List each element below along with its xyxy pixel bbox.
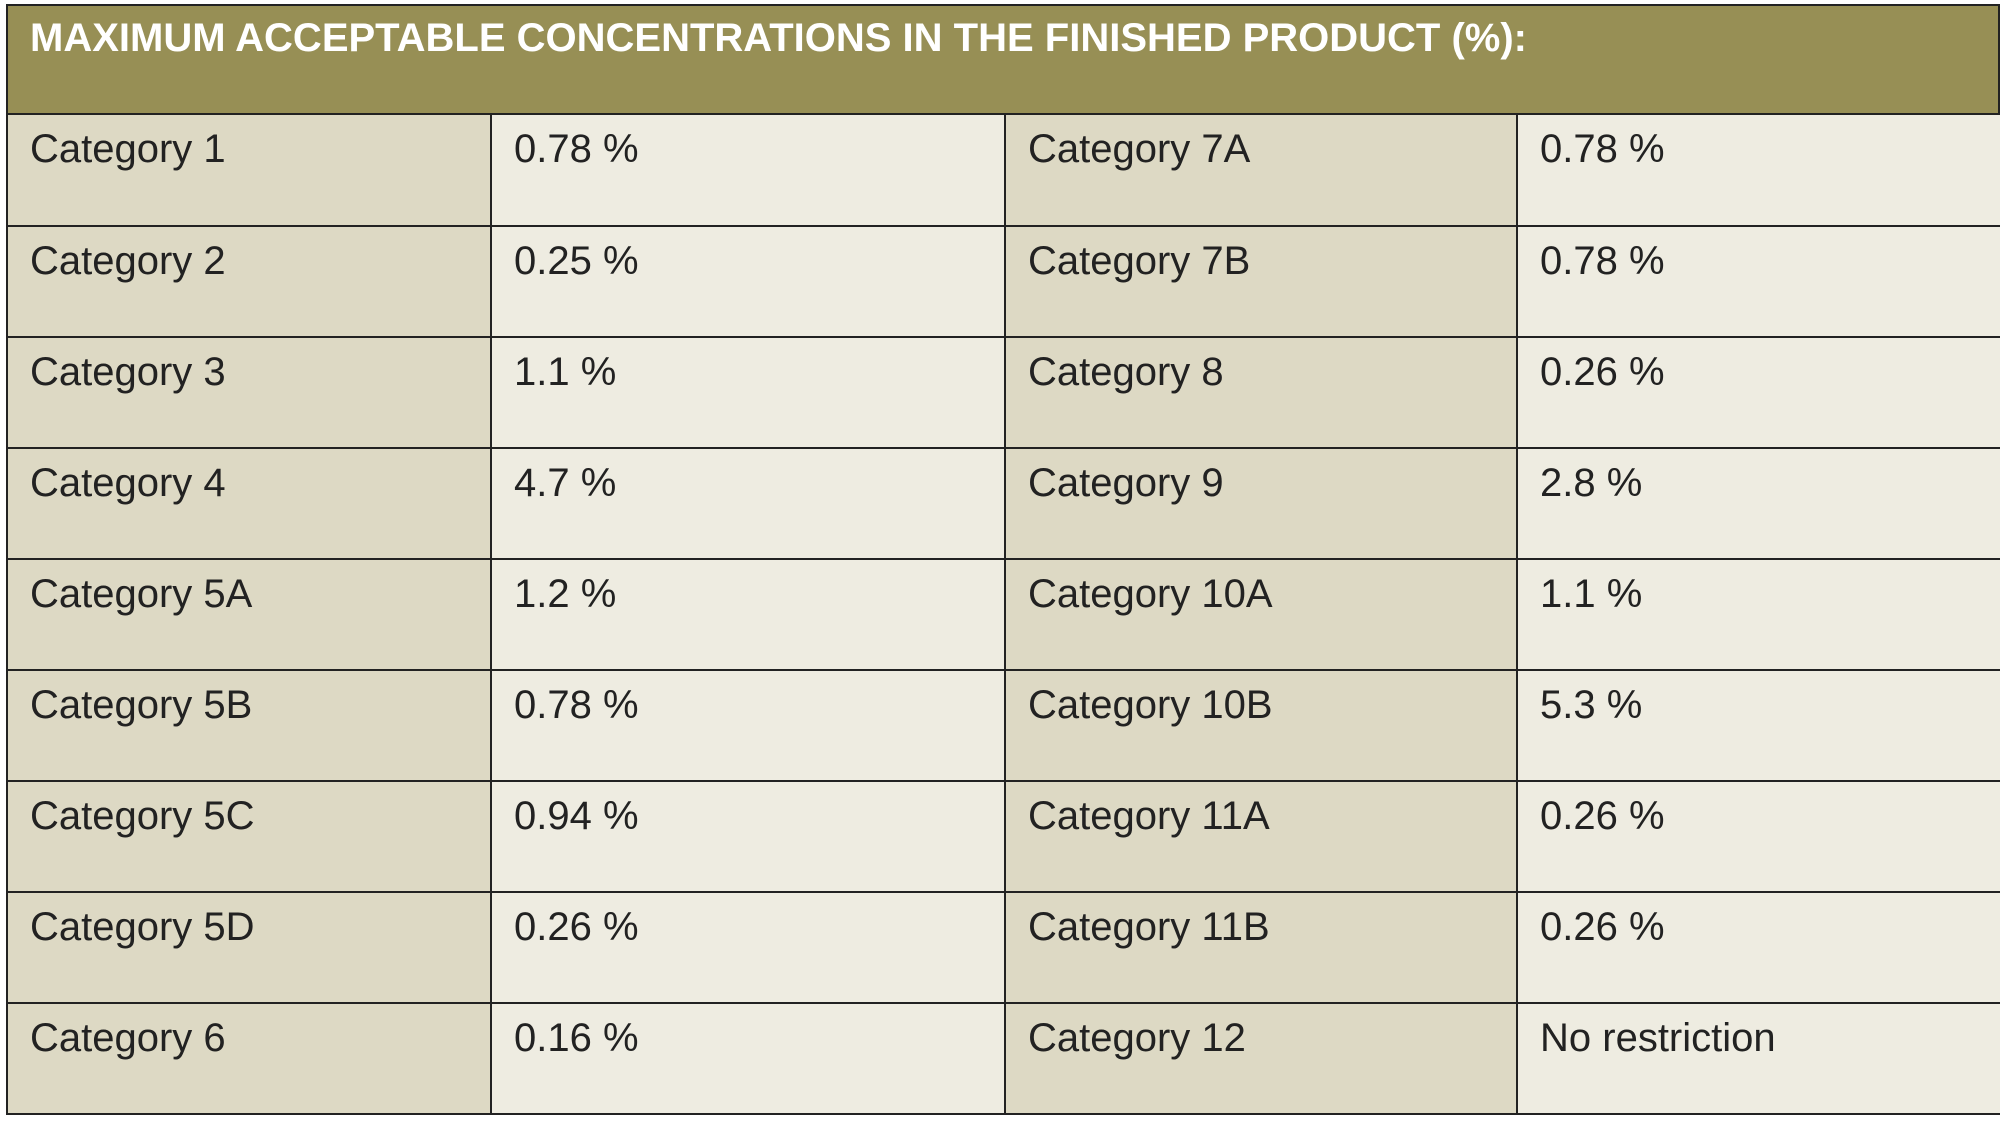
table-row: Category 4 4.7 % Category 9 2.8 % (6, 447, 2000, 560)
category-right-cell: Category 7A (1004, 115, 1518, 227)
category-right-cell: Category 7B (1004, 225, 1518, 338)
value-right-cell: 0.26 % (1516, 891, 2000, 1004)
concentrations-table: MAXIMUM ACCEPTABLE CONCENTRATIONS IN THE… (6, 4, 2000, 1115)
category-left-cell: Category 1 (6, 115, 492, 227)
value-right-cell: 0.26 % (1516, 780, 2000, 893)
category-right-cell: Category 10A (1004, 558, 1518, 671)
category-right-cell: Category 11B (1004, 891, 1518, 1004)
table-body: Category 1 0.78 % Category 7A 0.78 % Cat… (6, 115, 2000, 1115)
table-row: Category 6 0.16 % Category 12 No restric… (6, 1002, 2000, 1115)
value-right-cell: 0.78 % (1516, 115, 2000, 227)
value-left-cell: 1.2 % (490, 558, 1006, 671)
table-title: MAXIMUM ACCEPTABLE CONCENTRATIONS IN THE… (6, 4, 2000, 115)
table-row: Category 5D 0.26 % Category 11B 0.26 % (6, 891, 2000, 1004)
value-left-cell: 0.94 % (490, 780, 1006, 893)
category-left-cell: Category 6 (6, 1002, 492, 1115)
table-row: Category 5A 1.2 % Category 10A 1.1 % (6, 558, 2000, 671)
category-left-cell: Category 3 (6, 336, 492, 449)
category-left-cell: Category 5A (6, 558, 492, 671)
category-left-cell: Category 5D (6, 891, 492, 1004)
value-right-cell: 2.8 % (1516, 447, 2000, 560)
category-right-cell: Category 11A (1004, 780, 1518, 893)
table-row: Category 5C 0.94 % Category 11A 0.26 % (6, 780, 2000, 893)
value-left-cell: 1.1 % (490, 336, 1006, 449)
value-left-cell: 0.25 % (490, 225, 1006, 338)
value-right-cell: 0.78 % (1516, 225, 2000, 338)
table-row: Category 5B 0.78 % Category 10B 5.3 % (6, 669, 2000, 782)
category-left-cell: Category 5B (6, 669, 492, 782)
table-row: Category 3 1.1 % Category 8 0.26 % (6, 336, 2000, 449)
value-right-cell: 0.26 % (1516, 336, 2000, 449)
category-left-cell: Category 2 (6, 225, 492, 338)
category-right-cell: Category 8 (1004, 336, 1518, 449)
value-left-cell: 0.78 % (490, 669, 1006, 782)
value-left-cell: 0.78 % (490, 115, 1006, 227)
table-row: Category 2 0.25 % Category 7B 0.78 % (6, 225, 2000, 338)
value-left-cell: 0.16 % (490, 1002, 1006, 1115)
category-right-cell: Category 9 (1004, 447, 1518, 560)
value-left-cell: 4.7 % (490, 447, 1006, 560)
category-right-cell: Category 12 (1004, 1002, 1518, 1115)
category-left-cell: Category 5C (6, 780, 492, 893)
value-right-cell: 5.3 % (1516, 669, 2000, 782)
value-right-cell: No restriction (1516, 1002, 2000, 1115)
table-row: Category 1 0.78 % Category 7A 0.78 % (6, 115, 2000, 227)
category-left-cell: Category 4 (6, 447, 492, 560)
concentrations-grid: Category 1 0.78 % Category 7A 0.78 % Cat… (6, 115, 2000, 1115)
value-left-cell: 0.26 % (490, 891, 1006, 1004)
category-right-cell: Category 10B (1004, 669, 1518, 782)
value-right-cell: 1.1 % (1516, 558, 2000, 671)
